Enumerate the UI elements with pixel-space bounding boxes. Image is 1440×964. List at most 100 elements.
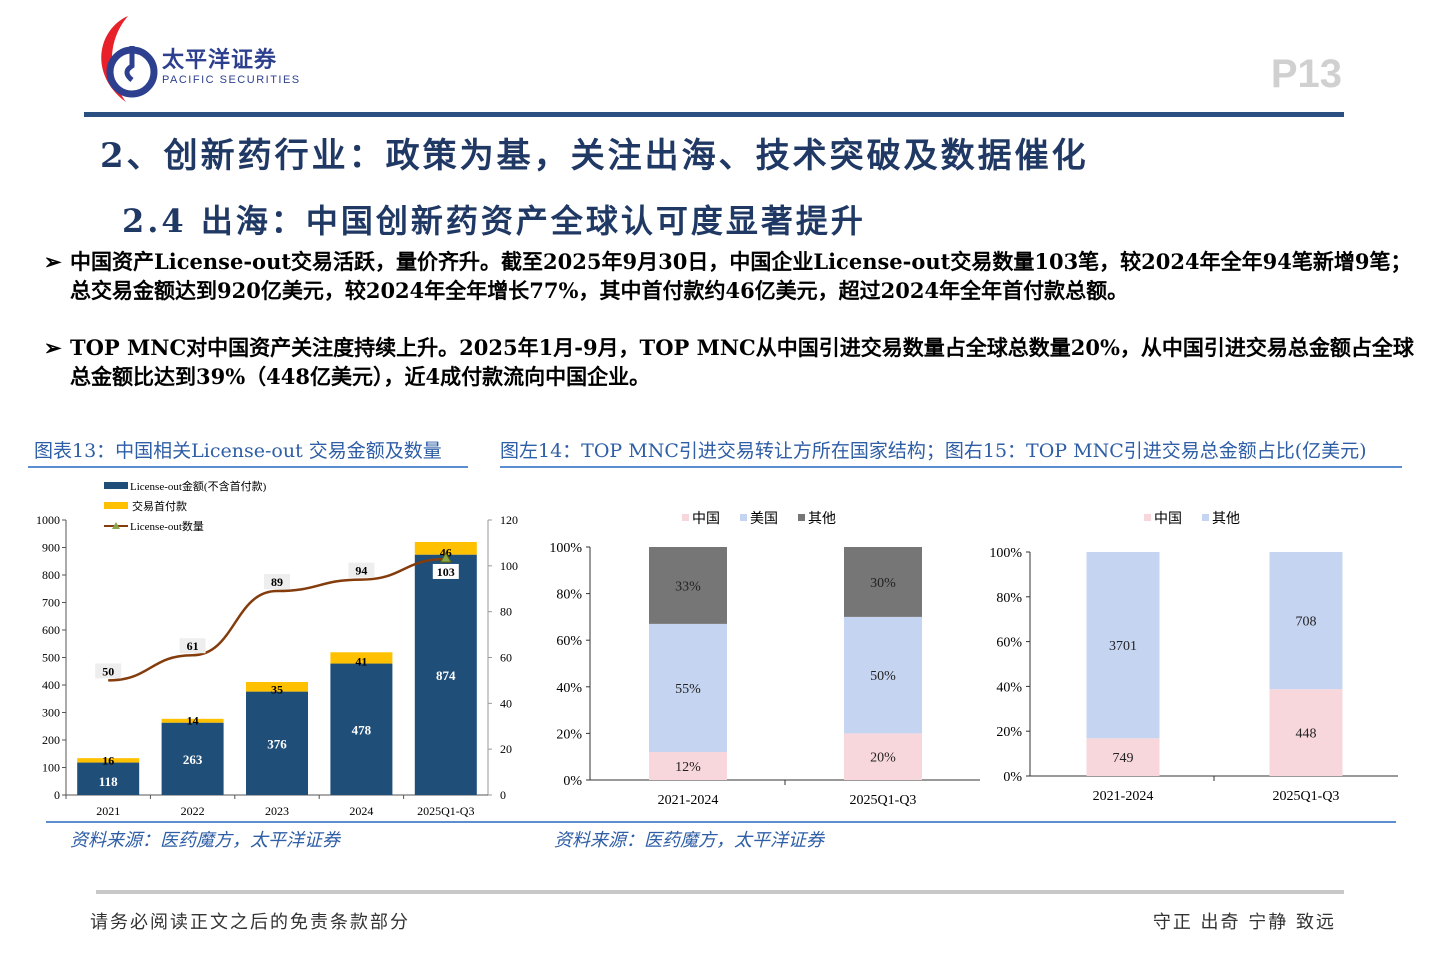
x-tick-label: 2021-2024	[658, 793, 719, 808]
x-tick-label: 2021	[96, 804, 120, 818]
count-label-bg	[348, 562, 375, 578]
y2-tick-label: 120	[500, 513, 518, 527]
x-tick-label: 2022	[181, 804, 205, 818]
legend-swatch	[682, 514, 689, 521]
segment-label: 50%	[870, 669, 896, 684]
logo-cn: 太平洋证券	[162, 48, 278, 73]
page-title: 2、创新药行业：政策为基，关注出海、技术突破及数据催化	[100, 136, 1089, 176]
y-tick-label: 800	[42, 568, 60, 582]
count-label-bg	[432, 563, 459, 579]
arrow-bullet-icon: ➢	[44, 335, 62, 360]
logo-icon	[101, 16, 158, 102]
bar-segment-0	[649, 752, 727, 780]
page-number: P13	[1270, 52, 1342, 96]
count-label: 50	[102, 664, 114, 678]
y2-tick-label: 100	[500, 559, 518, 573]
y-tick-label: 0%	[563, 774, 582, 789]
bar-upfront	[330, 652, 393, 664]
bullet-2: ➢ TOP MNC对中国资产关注度持续上升。2025年1月-9月，TOP MNC…	[44, 333, 1420, 391]
caption-left: 图表13：中国相关License-out 交易金额及数量	[34, 440, 442, 462]
legend-swatch	[740, 514, 747, 521]
count-label: 94	[355, 564, 367, 578]
y-tick-label: 80%	[556, 588, 582, 603]
legend-swatch-upfront	[104, 502, 128, 509]
x-tick-label: 2025Q1-Q3	[850, 793, 917, 808]
legend-triangle-icon	[112, 522, 120, 529]
bullet-1: ➢ 中国资产License-out交易活跃，量价齐升。截至2025年9月30日，…	[44, 247, 1420, 305]
y-tick-label: 200	[42, 733, 60, 747]
legend-label: License-out金额(不含首付款)	[130, 479, 267, 493]
bar-license-amount	[161, 722, 224, 795]
bar-segment-2	[649, 547, 727, 624]
caption-divider	[500, 466, 1402, 468]
upfront-value-label: 14	[187, 714, 199, 728]
arrow-bullet-icon: ➢	[44, 249, 62, 274]
y-tick-label: 0	[54, 788, 60, 802]
bar-license-amount	[246, 691, 308, 795]
x-tick-label: 2024	[349, 804, 373, 818]
count-label: 61	[187, 639, 199, 653]
bullet-text: 中国资产License-out交易活跃，量价齐升。截至2025年9月30日，中国…	[70, 249, 1412, 303]
legend-swatch	[1144, 514, 1151, 521]
segment-label: 20%	[870, 751, 896, 766]
bar-value-label: 874	[436, 668, 456, 683]
y-tick-label: 100%	[989, 546, 1022, 561]
bar-upfront	[161, 718, 224, 723]
caption-divider	[28, 466, 468, 468]
y-tick-label: 0%	[1003, 770, 1022, 785]
x-tick-label: 2021-2024	[1093, 789, 1154, 804]
segment-label: 749	[1113, 751, 1134, 766]
y2-tick-label: 60	[500, 651, 512, 665]
legend-label: License-out数量	[130, 520, 204, 533]
y2-tick-label: 80	[500, 605, 512, 619]
logo-en: PACIFIC SECURITIES	[162, 74, 301, 86]
legend-swatch	[1202, 514, 1209, 521]
y-tick-label: 60%	[996, 636, 1022, 651]
legend-label: 中国	[692, 511, 720, 527]
bar-segment-0	[844, 733, 922, 780]
bar-segment-1	[844, 616, 922, 734]
segment-label: 33%	[675, 579, 701, 594]
x-tick-label: 2023	[265, 804, 289, 818]
chart-amount-share: 0% 20% 40% 60% 80% 100% 749 3701 2021-2024 448 708…	[989, 511, 1398, 804]
legend-label: 其他	[1212, 511, 1240, 527]
bar-license-amount	[77, 762, 140, 795]
bar-value-label: 118	[99, 774, 118, 789]
upfront-value-label: 16	[102, 754, 114, 768]
y-tick-label: 900	[42, 541, 60, 555]
y-tick-label: 100	[42, 761, 60, 775]
bar-segment-2	[844, 547, 922, 617]
bar-license-amount	[330, 663, 393, 795]
y-tick-label: 80%	[996, 591, 1022, 606]
x-tick-label: 2025Q1-Q3	[1273, 789, 1340, 804]
bar-segment-0	[1269, 689, 1343, 776]
caption-right: 图左14：TOP MNC引进交易转让方所在国家结构；图右15：TOP MNC引进…	[500, 440, 1367, 462]
y-tick-label: 500	[42, 651, 60, 665]
slogan: 守正 出奇 宁静 致远	[1152, 912, 1336, 933]
bullet-text: TOP MNC对中国资产关注度持续上升。2025年1月-9月，TOP MNC从中…	[70, 335, 1414, 389]
chart-license-out: 0 100 200 300 400 500 600 700 800 900 1000 0 20 40 60 8…	[36, 479, 518, 818]
count-line	[108, 557, 446, 682]
source-left: 资料来源：医药魔方，太平洋证券	[70, 830, 340, 851]
source-right: 资料来源：医药魔方，太平洋证券	[554, 830, 824, 851]
triangle-marker	[439, 551, 452, 563]
legend-swatch	[798, 514, 805, 521]
y-tick-label: 20%	[556, 727, 582, 742]
bar-value-label: 478	[352, 722, 372, 737]
section-subtitle: 2.4 出海：中国创新药资产全球认可度显著提升	[122, 202, 866, 240]
bar-upfront	[246, 681, 308, 692]
legend-label: 中国	[1154, 511, 1182, 527]
y-tick-label: 20%	[996, 725, 1022, 740]
y-tick-label: 700	[42, 596, 60, 610]
y-tick-label: 40%	[996, 680, 1022, 695]
bar-upfront	[77, 758, 140, 763]
bar-segment-1	[1269, 552, 1343, 690]
count-label-bg	[95, 663, 122, 679]
segment-label: 3701	[1109, 639, 1137, 654]
count-label-bg	[264, 574, 290, 590]
y2-tick-label: 40	[500, 696, 512, 710]
y2-tick-label: 0	[500, 788, 506, 802]
y-tick-label: 1000	[36, 513, 60, 527]
bar-license-amount	[414, 554, 477, 795]
